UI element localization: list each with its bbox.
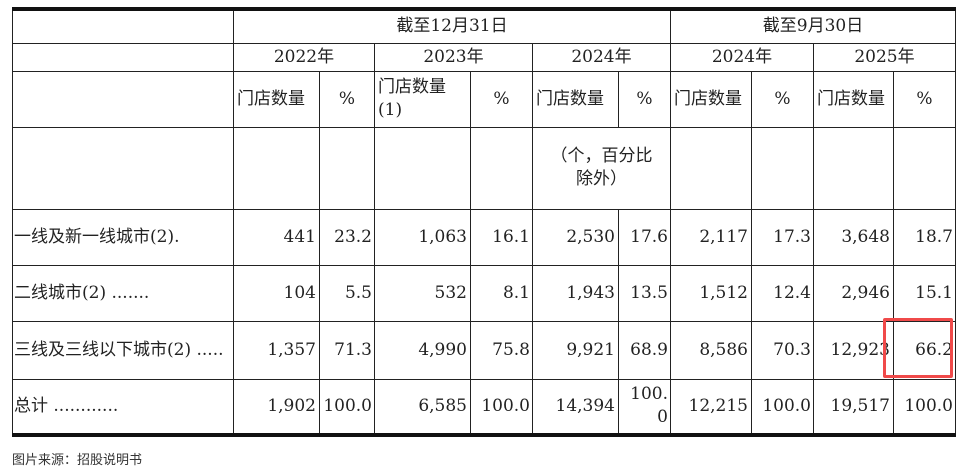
store-count-header: 门店数量 <box>233 70 320 128</box>
store-count-cell: 104 <box>233 264 320 322</box>
pct-cell: 75.8 <box>470 320 533 380</box>
year-2024-sep: 2024年 <box>670 42 814 72</box>
store-count-cell: 1,063 <box>374 208 471 266</box>
empty-cell <box>319 126 375 210</box>
store-count-header: 门店数量 <box>670 70 752 128</box>
store-count-cell: 12,215 <box>670 378 752 436</box>
store-count-cell: 1,902 <box>233 378 320 436</box>
pct-cell: 17.3 <box>751 208 814 266</box>
period-sep30: 截至9月30日 <box>670 8 956 44</box>
store-count-cell: 14,394 <box>532 378 619 436</box>
table-row: 三线及三线以下城市(2) ..... 1,357 71.3 4,990 75.8 9,92… <box>12 320 956 380</box>
store-count-cell: 4,990 <box>374 320 471 380</box>
pct-cell: 100.0 <box>319 378 375 436</box>
pct-cell: 5.5 <box>319 264 375 322</box>
store-count-cell: 441 <box>233 208 320 266</box>
store-count-header: 门店数量 <box>532 70 619 128</box>
empty-cell <box>374 126 471 210</box>
pct-header: % <box>893 70 956 128</box>
pct-cell: 100.0 <box>470 378 533 436</box>
empty-cell <box>12 126 234 210</box>
pct-cell: 71.3 <box>319 320 375 380</box>
image-source: 图片来源：招股说明书 <box>12 453 143 468</box>
store-count-cell: 12,923 <box>813 320 894 380</box>
pct-cell: 16.1 <box>470 208 533 266</box>
period-dec31: 截至12月31日 <box>233 8 671 44</box>
store-count-cell: 2,530 <box>532 208 619 266</box>
store-count-cell: 2,946 <box>813 264 894 322</box>
empty-cell <box>12 42 234 72</box>
empty-cell <box>233 126 320 210</box>
unit-note: （个，百分比除外） <box>532 126 671 210</box>
year-2022: 2022年 <box>233 42 375 72</box>
store-count-cell: 1,512 <box>670 264 752 322</box>
header-row-years: 2022年 2023年 2024年 2024年 2025年 <box>12 42 956 72</box>
row-label: 三线及三线以下城市(2) ..... <box>12 320 234 380</box>
row-label: 一线及新一线城市(2). <box>12 208 234 266</box>
empty-cell <box>12 8 234 44</box>
store-count-cell: 19,517 <box>813 378 894 436</box>
year-2025-sep: 2025年 <box>813 42 956 72</box>
pct-cell: 8.1 <box>470 264 533 322</box>
pct-cell: 17.6 <box>618 208 671 266</box>
store-distribution-table: 截至12月31日 截至9月30日 2022年 2023年 2024年 2024年… <box>12 7 956 437</box>
pct-header: % <box>470 70 533 128</box>
header-row-unit: （个，百分比除外） <box>12 126 956 210</box>
table-row: 二线城市(2) ....... 104 5.5 532 8.1 1,943 13.5 1,51… <box>12 264 956 322</box>
pct-cell: 15.1 <box>893 264 956 322</box>
highlight-box <box>883 318 953 378</box>
pct-cell: 100.0 <box>893 378 956 436</box>
pct-cell: 18.7 <box>893 208 956 266</box>
empty-cell <box>670 126 752 210</box>
pct-header: % <box>319 70 375 128</box>
store-count-cell: 1,357 <box>233 320 320 380</box>
store-count-cell: 2,117 <box>670 208 752 266</box>
pct-cell: 66.2 <box>893 320 956 380</box>
store-count-cell: 6,585 <box>374 378 471 436</box>
pct-cell: 100.0 <box>751 378 814 436</box>
row-label: 总计 ............ <box>12 378 234 436</box>
store-count-header: 门店数量(1) <box>374 70 471 128</box>
store-count-cell: 3,648 <box>813 208 894 266</box>
year-2023: 2023年 <box>374 42 533 72</box>
empty-cell <box>813 126 894 210</box>
empty-cell <box>470 126 533 210</box>
table-row: 总计 ............ 1,902 100.0 6,585 100.0 14,39… <box>12 378 956 436</box>
year-2024: 2024年 <box>532 42 671 72</box>
empty-cell <box>751 126 814 210</box>
store-count-cell: 9,921 <box>532 320 619 380</box>
pct-cell: 13.5 <box>618 264 671 322</box>
pct-cell: 23.2 <box>319 208 375 266</box>
empty-cell <box>893 126 956 210</box>
pct-cell: 12.4 <box>751 264 814 322</box>
table-row: 一线及新一线城市(2). 441 23.2 1,063 16.1 2,530 17.6 2,1… <box>12 208 956 266</box>
store-count-cell: 1,943 <box>532 264 619 322</box>
pct-cell: 100.0 <box>618 378 671 436</box>
store-count-header: 门店数量 <box>813 70 894 128</box>
store-count-cell: 8,586 <box>670 320 752 380</box>
header-row-columns: 门店数量 % 门店数量(1) % 门店数量 % 门店数量 % 门店数量 % <box>12 70 956 128</box>
pct-cell: 70.3 <box>751 320 814 380</box>
row-label: 二线城市(2) ....... <box>12 264 234 322</box>
empty-cell <box>12 70 234 128</box>
pct-cell: 68.9 <box>618 320 671 380</box>
pct-header: % <box>751 70 814 128</box>
pct-header: % <box>618 70 671 128</box>
header-row-period: 截至12月31日 截至9月30日 <box>12 8 956 44</box>
store-count-cell: 532 <box>374 264 471 322</box>
